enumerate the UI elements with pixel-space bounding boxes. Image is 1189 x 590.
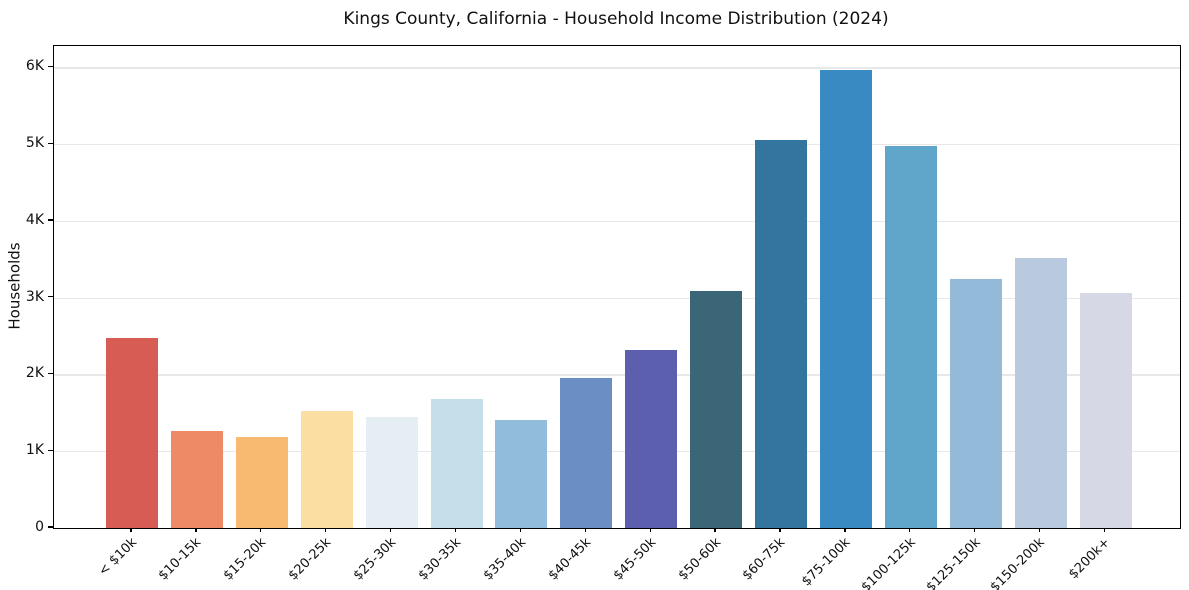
x-tick-mark — [649, 528, 651, 532]
gridline — [54, 67, 1180, 69]
x-tick-label: $30-35k — [415, 535, 465, 584]
x-tick-label: $25-30k — [350, 535, 400, 584]
bar-$100-125k — [884, 145, 937, 528]
bar-$10-15k — [170, 431, 223, 528]
x-tick-label: $60-75k — [740, 535, 789, 584]
x-tick-mark — [909, 528, 911, 532]
gridline — [54, 220, 1180, 223]
x-tick-label: $150-200k — [988, 535, 1049, 590]
gridline — [54, 374, 1180, 376]
x-tick-mark — [1038, 528, 1041, 532]
x-tick-mark — [389, 528, 392, 532]
y-tick-label: 1K — [25, 442, 44, 459]
x-tick-label: $45-50k — [610, 535, 659, 584]
x-tick-label: $75-100k — [799, 535, 854, 590]
x-tick-mark — [195, 528, 197, 532]
x-tick-mark — [1103, 528, 1106, 532]
bar-$60-75k — [755, 139, 807, 528]
x-tick-mark — [974, 528, 976, 532]
gridline — [54, 451, 1180, 453]
x-tick-mark — [779, 528, 781, 532]
x-tick-mark — [519, 528, 522, 532]
y-tick-mark — [48, 526, 53, 528]
y-tick-label: 2K — [25, 365, 44, 382]
x-tick-mark — [325, 528, 327, 532]
bar-$200k+ — [1079, 293, 1132, 528]
x-tick-label: $20-25k — [285, 535, 335, 584]
gridline — [54, 297, 1180, 299]
y-tick-mark — [48, 449, 53, 451]
x-tick-mark — [844, 528, 846, 532]
y-tick-label: 4K — [25, 211, 44, 228]
bar-$30-35k — [430, 399, 483, 528]
x-tick-mark — [260, 528, 262, 532]
x-tick-mark — [130, 528, 132, 532]
y-tick-mark — [48, 372, 53, 375]
x-tick-label: $40-45k — [545, 535, 594, 584]
x-tick-label: $15-20k — [220, 535, 270, 584]
plot-area — [53, 45, 1181, 529]
y-tick-mark — [48, 65, 53, 68]
bar-$75-100k — [819, 69, 872, 528]
x-tick-label: $200k+ — [1066, 535, 1114, 583]
x-tick-label: $125-150k — [923, 535, 984, 590]
chart-title: Kings County, California - Household Inc… — [343, 9, 889, 29]
x-tick-mark — [454, 528, 457, 532]
x-tick-label: < $10k — [95, 535, 140, 580]
bar-$45-50k — [625, 349, 678, 528]
bar-$20-25k — [300, 411, 353, 528]
y-tick-mark — [48, 219, 53, 221]
bar-$125-150k — [949, 279, 1002, 528]
x-tick-mark — [714, 528, 716, 532]
bar-$150-200k — [1014, 257, 1067, 528]
bar-$25-30k — [365, 417, 418, 528]
x-tick-label: $100-125k — [858, 535, 919, 590]
bar-$50-60k — [690, 290, 743, 528]
x-tick-label: $10-15k — [156, 535, 205, 584]
x-tick-mark — [584, 528, 586, 532]
y-tick-label: 5K — [25, 135, 44, 152]
y-tick-label: 6K — [25, 58, 44, 75]
y-tick-mark — [48, 296, 53, 298]
gridline — [54, 144, 1180, 146]
y-tick-label: 3K — [25, 288, 44, 305]
bar-$15-20k — [235, 436, 288, 528]
x-tick-label: $35-40k — [480, 535, 529, 584]
bar-$35-40k — [495, 419, 548, 528]
y-axis-label-text: Households — [6, 242, 25, 330]
bar-< $10k — [106, 338, 158, 528]
bar-$40-45k — [560, 378, 613, 528]
y-tick-label: 0 — [35, 519, 44, 535]
x-tick-label: $50-60k — [675, 535, 724, 584]
y-tick-mark — [48, 142, 53, 144]
